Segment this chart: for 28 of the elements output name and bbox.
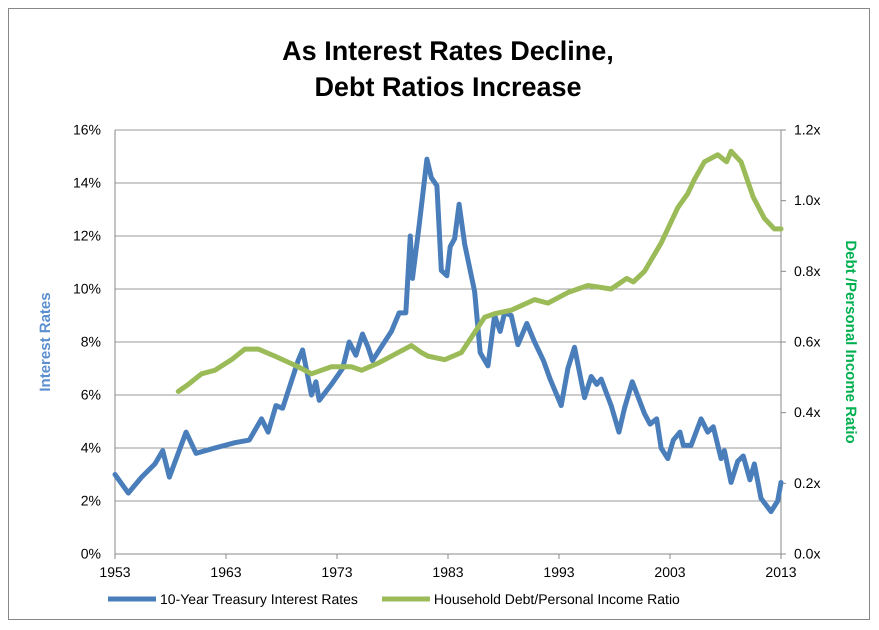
y2-tick-label: 0.2x [794, 474, 820, 491]
y2-axis-title: Debt /Personal Income Ratio [842, 240, 859, 444]
y-tick-label: 0% [80, 545, 101, 562]
x-tick-label: 1963 [210, 564, 242, 580]
legend-label: 10-Year Treasury Interest Rates [160, 591, 358, 607]
y-tick-label: 6% [80, 386, 101, 402]
legend-label: Household Debt/Personal Income Ratio [434, 591, 680, 607]
y2-tick-label: 1.0x [794, 192, 820, 208]
chart-title: As Interest Rates Decline, Debt Ratios Increase [282, 36, 614, 102]
y2-tick-label: 0.4x [794, 404, 820, 420]
y-tick-label: 10% [72, 280, 101, 296]
y2-tick-label: 1.2x [794, 121, 820, 138]
x-tick-label: 1993 [543, 564, 575, 580]
y-tick-label: 16% [72, 121, 101, 138]
y2-tick-label: 0.0x [794, 545, 820, 562]
x-tick-label: 2013 [765, 564, 797, 580]
y-tick-label: 4% [80, 439, 101, 456]
x-tick-label: 1973 [321, 564, 353, 580]
x-tick-label: 1983 [432, 564, 464, 580]
x-tick-label: 2003 [654, 564, 686, 580]
y-tick-label: 14% [72, 174, 101, 190]
y-axis-title: Interest Rates [37, 292, 54, 392]
y-tick-label: 12% [72, 227, 101, 244]
y-tick-label: 8% [80, 333, 101, 350]
y2-tick-label: 0.8x [794, 262, 820, 279]
y-tick-label: 2% [80, 492, 101, 508]
x-tick-label: 1953 [99, 564, 131, 580]
y2-tick-label: 0.6x [794, 333, 820, 350]
